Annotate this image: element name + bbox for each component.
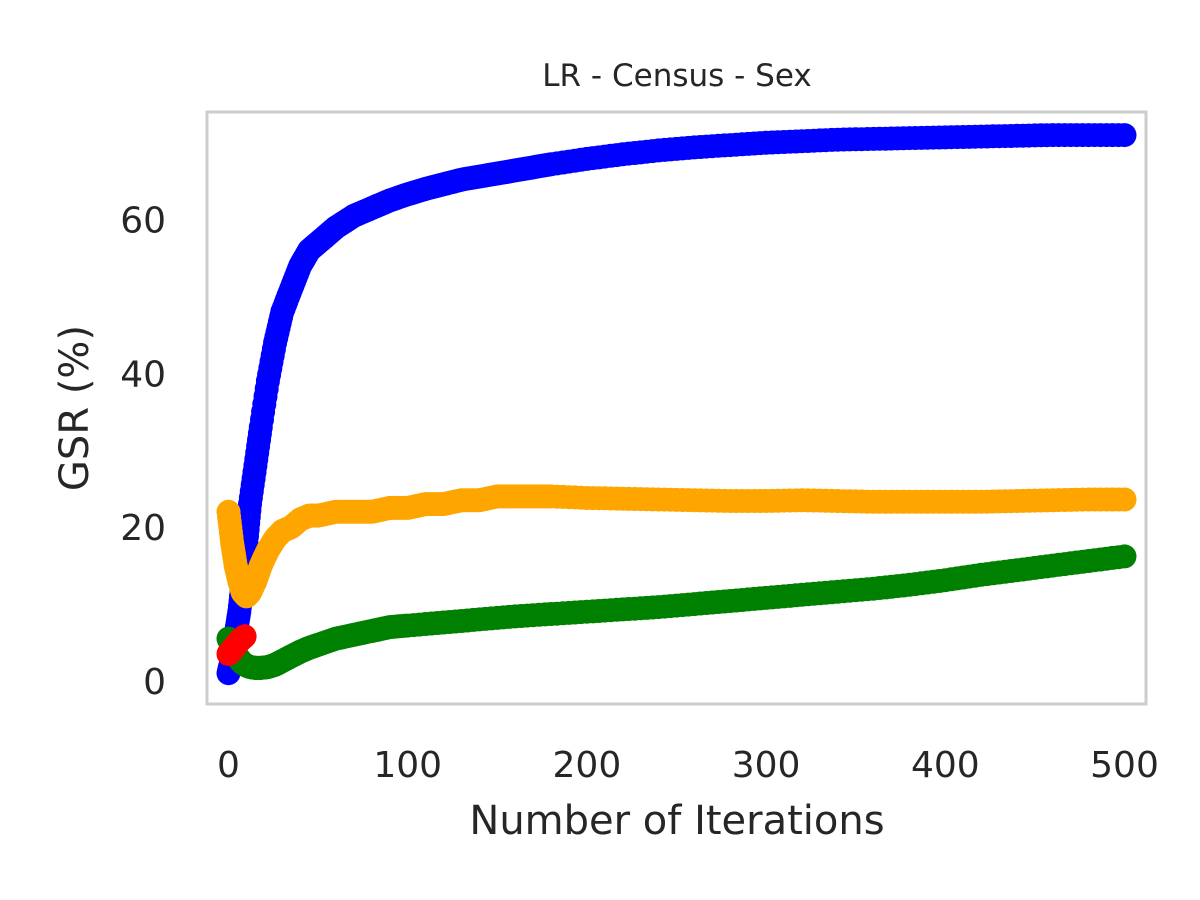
plot-frame	[205, 110, 1148, 706]
data-point	[232, 624, 257, 649]
series-3	[216, 624, 257, 666]
y-axis-label: GSR (%)	[52, 325, 98, 491]
x-tick-label: 500	[1090, 745, 1159, 786]
y-tick-label: 20	[120, 508, 166, 549]
x-tick-label: 200	[553, 745, 622, 786]
data-points	[216, 123, 1137, 686]
x-axis-label: Number of Iterations	[469, 798, 884, 844]
y-tick-label: 60	[120, 201, 166, 242]
data-point	[1112, 487, 1137, 512]
chart-title: LR - Census - Sex	[542, 58, 811, 94]
x-tick-label: 300	[732, 745, 801, 786]
series-1	[216, 484, 1137, 609]
data-point	[1112, 123, 1137, 148]
y-tick-label: 0	[143, 662, 166, 703]
data-point	[1112, 544, 1137, 569]
series-2	[216, 544, 1137, 680]
x-tick-label: 400	[911, 745, 980, 786]
x-axis-ticks: 0 100 200 300 400 500	[217, 745, 1159, 786]
x-tick-label: 100	[373, 745, 442, 786]
x-tick-label: 0	[217, 745, 240, 786]
y-tick-label: 40	[120, 354, 166, 395]
y-axis-ticks: 0 20 40 60	[120, 201, 166, 703]
